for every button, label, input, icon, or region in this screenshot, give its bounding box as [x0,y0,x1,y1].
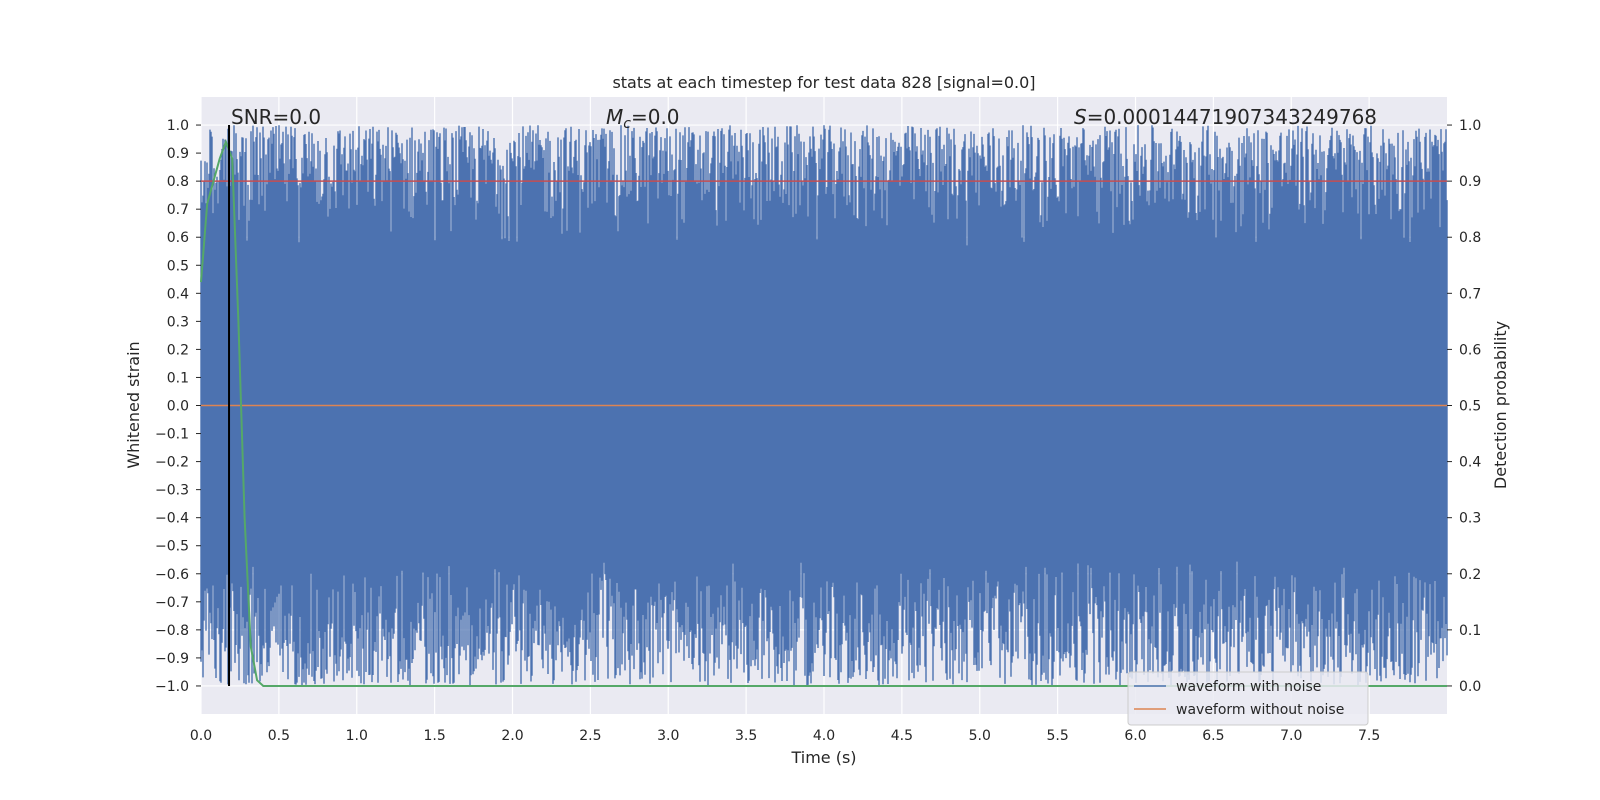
y-axis-right: 1.0 0.9 0.8 0.7 0.6 0.5 0.4 0.3 0.2 0.1 0.0 [1447,118,1481,695]
y-left-tick-label: −0.3 [155,483,189,499]
y-axis-left-label: Whitened strain [124,341,143,468]
y-left-tick-label: 0.0 [167,399,189,415]
x-tick-label: 6.0 [1124,728,1146,744]
x-tick-label: 1.5 [423,728,445,744]
y-left-tick-label: −0.9 [155,651,189,667]
y-left-tick-label: 0.1 [167,370,189,386]
legend-label-clean: waveform without noise [1176,702,1344,718]
y-right-tick-label: 0.2 [1459,567,1481,583]
y-right-tick-label: 0.8 [1459,230,1481,246]
y-left-tick-label: 0.9 [167,146,189,162]
legend: waveform with noise waveform without noi… [1127,671,1369,726]
x-tick-label: 1.0 [346,728,368,744]
y-right-tick-label: 0.4 [1459,455,1481,471]
y-axis-right-label: Detection probability [1491,321,1510,489]
x-tick-label: 4.5 [891,728,913,744]
y-left-tick-label: 1.0 [167,118,189,134]
x-tick-label: 2.5 [579,728,601,744]
legend-label-noise: waveform with noise [1176,679,1321,695]
y-left-tick-label: −0.1 [155,427,189,443]
y-left-tick-label: −0.7 [155,595,189,611]
y-left-tick-label: −0.2 [155,455,189,471]
y-left-tick-label: −0.6 [155,567,189,583]
y-right-tick-label: 0.1 [1459,623,1481,639]
y-right-tick-label: 0.5 [1459,399,1481,415]
y-right-tick-label: 0.7 [1459,286,1481,302]
snr-annotation: SNR=0.0 [231,105,321,129]
x-tick-label: 5.5 [1046,728,1068,744]
y-right-tick-label: 1.0 [1459,118,1481,134]
legend-box [1127,671,1369,726]
y-left-tick-label: 0.8 [167,174,189,190]
s-annotation: S=0.00014471907343249768 [1074,105,1377,129]
y-right-tick-label: 0.9 [1459,174,1481,190]
x-tick-label: 6.5 [1202,728,1224,744]
x-axis-label: Time (s) [790,748,856,767]
y-axis-left: 1.0 0.9 0.8 0.7 0.6 0.5 0.4 0.3 0.2 0.1 0.0 −0.1 −0.… [155,118,201,695]
mc-annotation: Mc=0.0 [606,105,680,132]
chart-title: stats at each timestep for test data 828… [612,73,1035,92]
noise-trace [200,125,1448,686]
x-tick-label: 4.0 [813,728,835,744]
y-left-tick-label: −0.4 [155,511,189,527]
x-tick-label: 0.5 [268,728,290,744]
y-left-tick-label: −1.0 [155,679,189,695]
y-left-tick-label: 0.6 [167,230,189,246]
x-tick-label: 5.0 [969,728,991,744]
x-axis: 0.0 0.5 1.0 1.5 2.0 2.5 3.0 3.5 4.0 4.5 5.0 5.5 6.0 6… [190,728,1380,744]
x-tick-label: 3.5 [735,728,757,744]
x-tick-label: 0.0 [190,728,212,744]
x-tick-label: 2.0 [501,728,523,744]
x-tick-label: 7.0 [1280,728,1302,744]
y-left-tick-label: −0.5 [155,539,189,555]
y-left-tick-label: 0.7 [167,202,189,218]
y-left-tick-label: 0.2 [167,342,189,358]
y-left-tick-label: 0.3 [167,314,189,330]
y-right-tick-label: 0.6 [1459,342,1481,358]
y-right-tick-label: 0.0 [1459,679,1481,695]
y-left-tick-label: 0.5 [167,258,189,274]
series-detection-probability [200,139,1447,687]
x-tick-label: 3.0 [657,728,679,744]
x-tick-label: 7.5 [1358,728,1380,744]
y-left-tick-label: −0.8 [155,623,189,639]
overlays [200,125,1447,687]
y-left-tick-label: 0.4 [167,286,189,302]
y-right-tick-label: 0.3 [1459,511,1481,527]
